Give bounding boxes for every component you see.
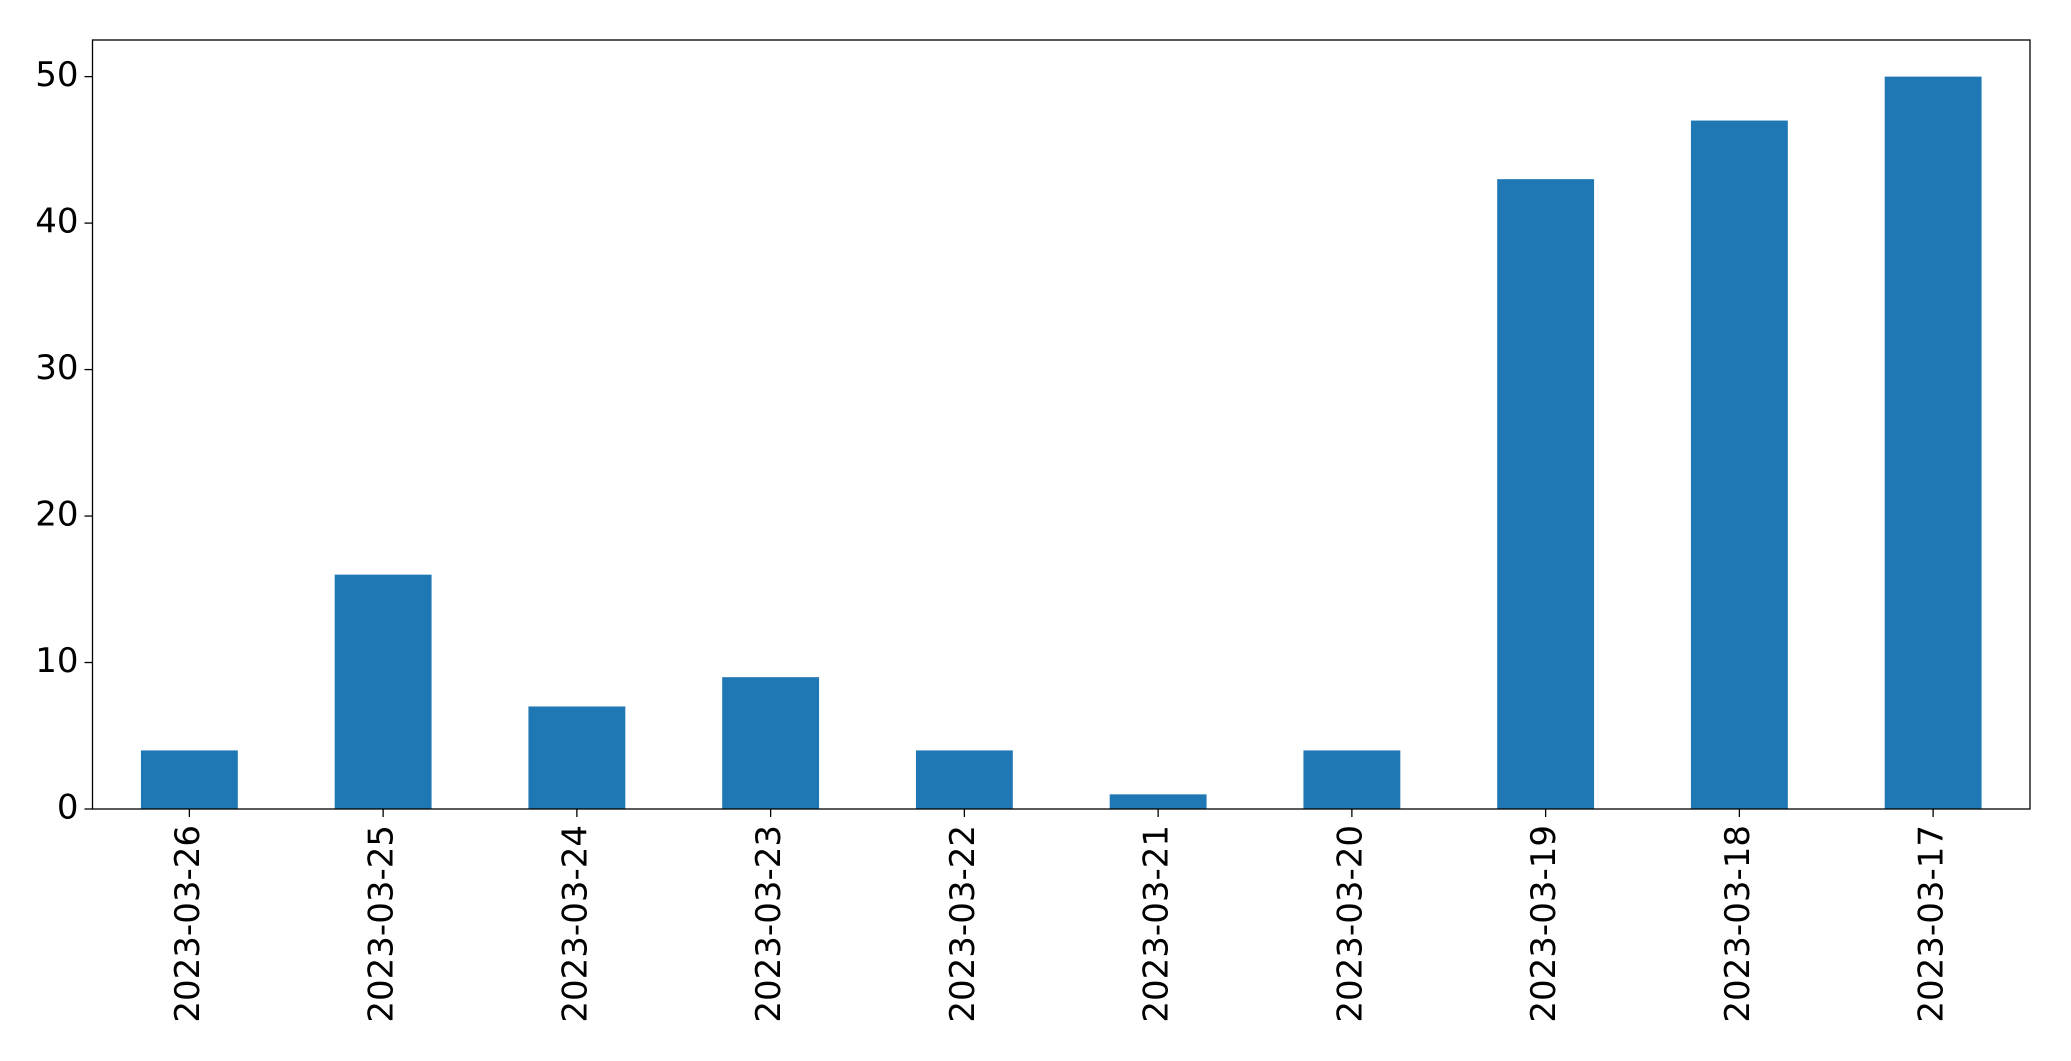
y-tick-label: 30	[35, 348, 78, 388]
bar	[915, 750, 1013, 809]
x-tick-label: 2023-03-21	[1137, 825, 1177, 1023]
x-tick-label: 2023-03-26	[168, 825, 208, 1023]
bar	[1497, 179, 1595, 810]
y-tick-label: 0	[57, 788, 79, 828]
y-tick-label: 40	[35, 202, 78, 242]
plot-frame	[91, 39, 2031, 810]
bar	[1109, 794, 1207, 809]
x-tick-label: 2023-03-18	[1718, 825, 1758, 1023]
bar	[1303, 750, 1401, 809]
x-tick-label: 2023-03-22	[943, 825, 983, 1023]
y-tick-label: 50	[35, 55, 78, 95]
bar	[1884, 76, 1982, 810]
y-tick-label: 10	[35, 641, 78, 681]
bar	[1690, 120, 1788, 810]
bar	[140, 750, 238, 809]
x-tick-label: 2023-03-19	[1524, 825, 1564, 1023]
x-tick-label: 2023-03-25	[362, 825, 402, 1023]
y-tick-label: 20	[35, 495, 78, 535]
x-tick-label: 2023-03-20	[1330, 825, 1370, 1023]
bar	[334, 574, 432, 809]
x-tick-label: 2023-03-24	[555, 825, 595, 1023]
bar	[722, 677, 820, 809]
bar	[528, 706, 626, 809]
x-tick-label: 2023-03-17	[1912, 825, 1952, 1023]
x-tick-label: 2023-03-23	[749, 825, 789, 1023]
